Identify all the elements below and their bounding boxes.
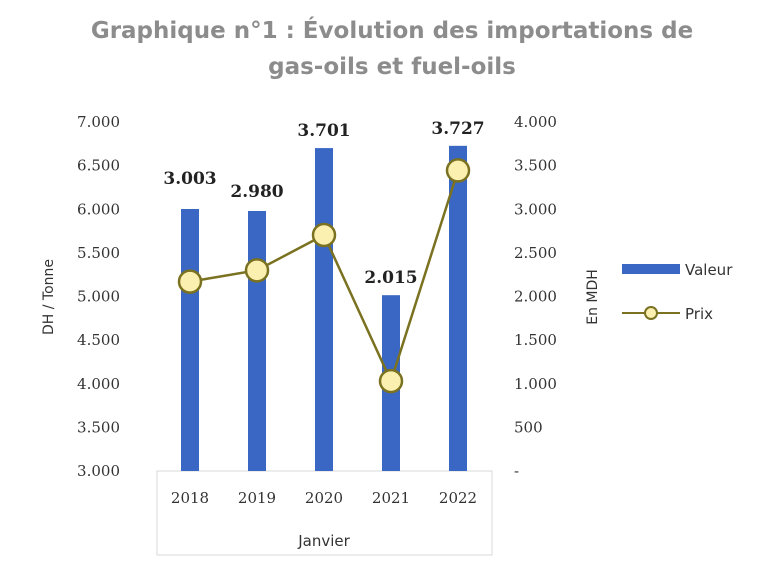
y-left-tick-label: 5.000 bbox=[77, 288, 120, 306]
marker-prix-2018 bbox=[177, 269, 203, 294]
legend-swatch-valeur bbox=[622, 264, 680, 274]
y-axis-right-label: En MDH bbox=[585, 269, 601, 325]
y-axis-left-label: DH / Tonne bbox=[41, 259, 57, 335]
y-right-tick-label: 1.500 bbox=[514, 331, 557, 349]
data-label-valeur: 2.015 bbox=[364, 268, 417, 288]
x-axis-label: Janvier bbox=[297, 532, 350, 550]
bar-valeur-2022 bbox=[449, 145, 467, 471]
marker-prix-2020 bbox=[311, 222, 337, 248]
data-label-valeur: 3.727 bbox=[431, 119, 484, 139]
y-right-tick-label: 4.000 bbox=[514, 113, 557, 131]
bar-valeur-2018 bbox=[181, 208, 199, 471]
y-left-tick-label: 4.500 bbox=[77, 331, 120, 349]
category-label: 2018 bbox=[171, 489, 209, 507]
category-label: 2019 bbox=[238, 489, 276, 507]
data-label-valeur: 2.980 bbox=[230, 182, 283, 202]
y-left-tick-label: 3.500 bbox=[77, 418, 120, 436]
chart-title-line-2: gas-oils et fuel-oils bbox=[268, 54, 516, 80]
chart-title-line-1: Graphique n°1 : Évolution des importatio… bbox=[91, 16, 693, 44]
y-left-tick-label: 6.500 bbox=[77, 157, 120, 175]
legend-label-prix: Prix bbox=[685, 305, 713, 323]
y-left-tick-label: 4.000 bbox=[77, 375, 120, 393]
legend-swatch-prix-marker bbox=[644, 306, 658, 320]
legend: Valeur Prix bbox=[622, 261, 733, 323]
y-right-tick-label: 3.500 bbox=[514, 157, 557, 175]
y-left-tick-label: 5.500 bbox=[77, 244, 120, 262]
marker-prix-2019 bbox=[244, 258, 270, 283]
data-label-valeur: 3.701 bbox=[297, 121, 350, 141]
y-left-tick-label: 7.000 bbox=[77, 113, 120, 131]
y-right-tick-label: 2.000 bbox=[514, 288, 557, 306]
y-right-tick-label: 1.000 bbox=[514, 375, 557, 393]
y-left-tick-label: 6.000 bbox=[77, 200, 120, 218]
y-left-tick-label: 3.000 bbox=[77, 462, 120, 480]
y-right-tick-label: 500 bbox=[514, 418, 543, 436]
y-right-tick-label: - bbox=[514, 462, 519, 480]
legend-label-valeur: Valeur bbox=[685, 261, 733, 279]
category-label: 2020 bbox=[305, 489, 343, 507]
y-right-tick-label: 2.500 bbox=[514, 244, 557, 262]
marker-prix-2021 bbox=[378, 368, 404, 394]
category-label: 2022 bbox=[439, 489, 477, 507]
category-label: 2021 bbox=[372, 489, 410, 507]
bar-valeur-2019 bbox=[248, 210, 266, 471]
data-label-valeur: 3.003 bbox=[163, 169, 216, 189]
marker-prix-2022 bbox=[445, 158, 471, 183]
bar-valeur-2020 bbox=[315, 148, 333, 471]
y-right-tick-label: 3.000 bbox=[514, 200, 557, 218]
